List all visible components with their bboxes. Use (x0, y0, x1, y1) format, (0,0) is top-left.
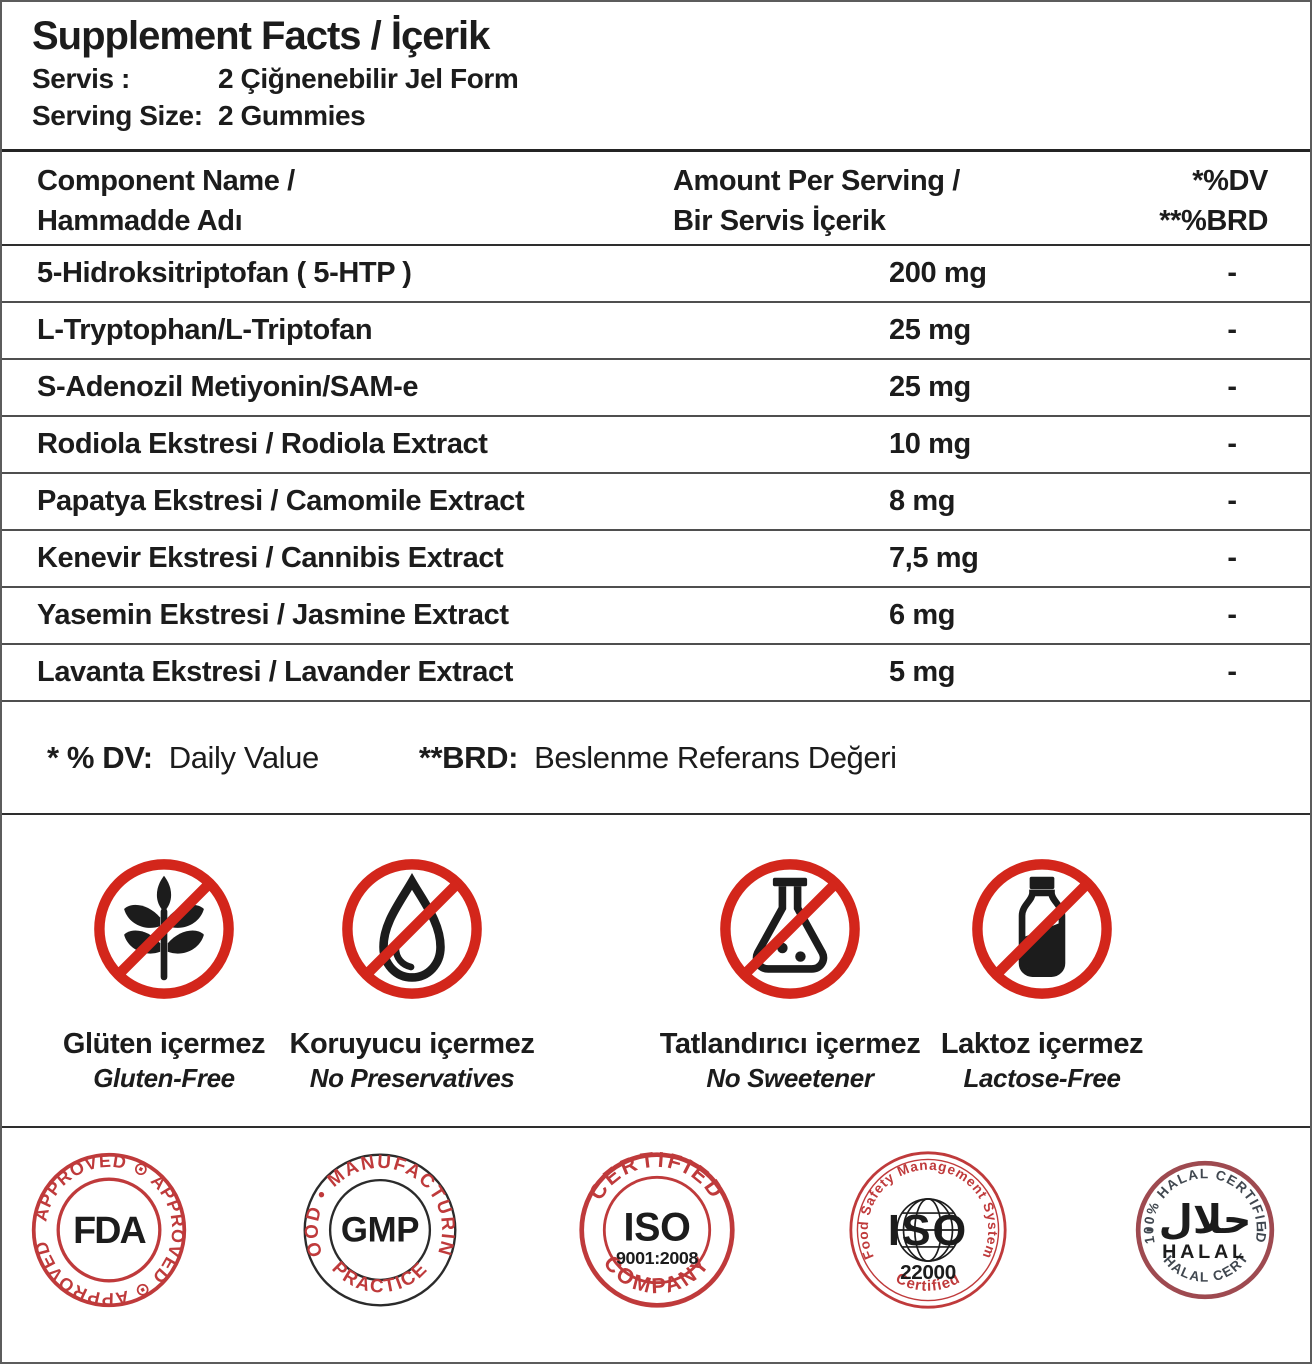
serving-value-tr: 2 Çiğnenebilir Jel Form (218, 63, 519, 94)
table-row: L-Tryptophan/L-Triptofan 25 mg - (2, 303, 1310, 360)
column-header-amount-line1: Amount Per Serving / (673, 165, 960, 197)
no-preservatives-icon (342, 859, 482, 999)
serving-value-en: 2 Gummies (218, 100, 366, 131)
globe-icon (896, 1198, 960, 1262)
component-name: Papatya Ekstresi / Camomile Extract (37, 485, 525, 517)
dv-value: - (1227, 599, 1237, 631)
component-name: 5-Hidroksitriptofan ( 5-HTP ) (37, 257, 412, 289)
free-from-lactose: Laktoz içermez Lactose-Free (872, 853, 1212, 1095)
amount-value: 8 mg (889, 485, 956, 517)
component-name: Rodiola Ekstresi / Rodiola Extract (37, 428, 488, 460)
dv-value: - (1227, 428, 1237, 460)
halal-arabic-text: حلال (1159, 1197, 1252, 1243)
free-from-preservatives: Koruyucu içermez No Preservatives (242, 853, 582, 1095)
serving-row-tr: Servis : 2 Çiğnenebilir Jel Form (32, 60, 1310, 97)
table-row: S-Adenozil Metiyonin/SAM-e 25 mg - (2, 360, 1310, 417)
amount-value: 7,5 mg (889, 542, 979, 574)
serving-label-tr: Servis : (32, 63, 130, 94)
amount-value: 6 mg (889, 599, 956, 631)
table-row: Rodiola Ekstresi / Rodiola Extract 10 mg… (2, 417, 1310, 474)
halal-latin-text: HALAL (1162, 1241, 1248, 1263)
iso22000-center-text: ISO (888, 1207, 968, 1255)
component-name: Lavanta Ekstresi / Lavander Extract (37, 656, 514, 688)
dv-value: - (1227, 257, 1237, 289)
table-row: Papatya Ekstresi / Camomile Extract 8 mg… (2, 474, 1310, 531)
dv-value: - (1227, 542, 1237, 574)
column-header-amount-line2: Bir Servis İçerik (673, 205, 886, 237)
table-row: 5-Hidroksitriptofan ( 5-HTP ) 200 mg - (2, 246, 1310, 303)
table-row: Lavanta Ekstresi / Lavander Extract 5 mg… (2, 645, 1310, 702)
amount-value: 25 mg (889, 371, 971, 403)
free-from-title: Laktoz içermez (940, 1028, 1144, 1060)
no-gluten-icon (94, 859, 234, 999)
column-header-dv: *%DV **%BRD (1159, 161, 1268, 244)
component-name: Yasemin Ekstresi / Jasmine Extract (37, 599, 509, 631)
column-header-component: Component Name / Hammadde Adı (37, 161, 673, 244)
column-header-dv-line1: *%DV (1192, 165, 1268, 197)
footnote-section: * % DV: Daily Value **BRD: Beslenme Refe… (2, 702, 1310, 815)
dv-value: - (1227, 656, 1237, 688)
amount-value: 10 mg (889, 428, 971, 460)
dv-value: - (1227, 314, 1237, 346)
brd-footnote-text: Beslenme Referans Değeri (534, 739, 897, 775)
gmp-badge: GOOD • MANUFACTURING • PRACTICE • GMP (300, 1150, 458, 1307)
amount-value: 200 mg (889, 257, 987, 289)
gmp-center-text: GMP (341, 1210, 419, 1249)
badges-section: APPROVED ⊙ APPROVED ⊙ APPROVED ⊙ FDA GOO… (2, 1128, 1310, 1357)
free-from-title: Koruyucu içermez (289, 1028, 535, 1060)
iso9001-number-text: 9001:2008 (616, 1248, 699, 1268)
free-from-subtitle: No Preservatives (309, 1063, 515, 1093)
dv-footnote-text: Daily Value (168, 739, 320, 775)
free-from-sweetener: Tatlandırıcı içermez No Sweetener (620, 853, 960, 1095)
column-header-amount: Amount Per Serving / Bir Servis İçerik (673, 161, 1159, 244)
iso-22000-badge: Food Safety Management System Certified … (849, 1151, 1007, 1309)
no-lactose-icon (972, 859, 1112, 999)
dv-value: - (1227, 371, 1237, 403)
serving-label-en: Serving Size: (32, 100, 203, 131)
free-from-subtitle: No Sweetener (706, 1063, 874, 1093)
free-from-gluten: Glüten içermez Gluten-Free (2, 853, 334, 1095)
free-from-subtitle: Lactose-Free (963, 1063, 1121, 1093)
component-name: Kenevir Ekstresi / Cannibis Extract (37, 542, 504, 574)
iso-9001-badge: CERTIFIED COMPANY ISO 9001:2008 (579, 1150, 735, 1308)
free-from-subtitle: Gluten-Free (93, 1063, 235, 1093)
column-header-component-line2: Hammadde Adı (37, 205, 243, 237)
iso22000-number-text: 22000 (900, 1261, 956, 1284)
amount-value: 25 mg (889, 314, 971, 346)
serving-row-en: Serving Size: 2 Gummies (32, 97, 1310, 134)
column-header-dv-line2: **%BRD (1159, 205, 1268, 237)
column-header-component-line1: Component Name / (37, 165, 295, 197)
free-from-title: Glüten içermez (62, 1028, 266, 1060)
fda-center-text: FDA (73, 1209, 146, 1251)
header-section: Supplement Facts / İçerik Servis : 2 Çiğ… (2, 2, 1310, 152)
halal-badge: 100% HALAL CERTIFIED 100% HALAL CERTIFIE… (1125, 1150, 1275, 1300)
table-row: Yasemin Ekstresi / Jasmine Extract 6 mg … (2, 588, 1310, 645)
component-name: S-Adenozil Metiyonin/SAM-e (37, 371, 419, 403)
table-header: Component Name / Hammadde Adı Amount Per… (2, 152, 1310, 246)
dv-value: - (1227, 485, 1237, 517)
iso9001-center-text: ISO (624, 1205, 691, 1249)
free-from-title: Tatlandırıcı içermez (659, 1028, 921, 1060)
component-name: L-Tryptophan/L-Triptofan (37, 314, 373, 346)
free-from-section: Glüten içermez Gluten-Free Koruyucu içer… (2, 815, 1310, 1128)
table-row: Kenevir Ekstresi / Cannibis Extract 7,5 … (2, 531, 1310, 588)
dv-footnote-label: * % DV: (47, 739, 153, 775)
fda-approved-badge: APPROVED ⊙ APPROVED ⊙ APPROVED ⊙ FDA (29, 1150, 187, 1309)
amount-value: 5 mg (889, 656, 956, 688)
brd-footnote-label: **BRD: (418, 739, 519, 775)
no-sweetener-icon (720, 859, 860, 999)
page-title: Supplement Facts / İçerik (32, 14, 490, 58)
